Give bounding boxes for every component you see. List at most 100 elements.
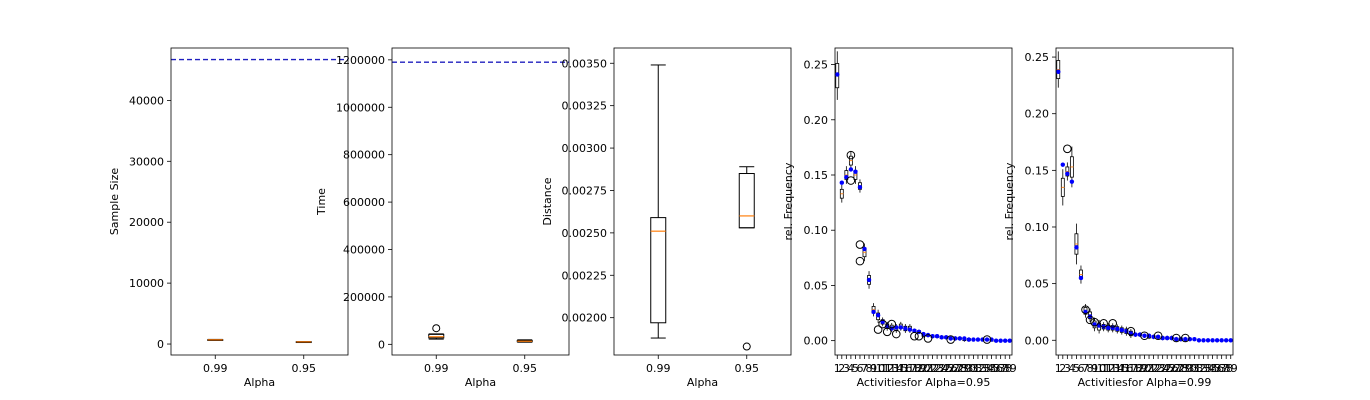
box-0.99: [650, 64, 667, 339]
mean-point: [1223, 338, 1229, 343]
x-tick-label: 0.95: [735, 362, 760, 375]
x-tick-label: 12: [880, 362, 894, 375]
flier-point: [914, 331, 924, 341]
mean-point: [866, 277, 872, 283]
box-activity-6: [857, 179, 863, 193]
x-tick-label: 7: [1082, 362, 1089, 375]
mean-point: [1214, 338, 1220, 343]
flier-point: [891, 329, 901, 339]
box-activity-5: [1074, 223, 1079, 265]
chart-panel-1: 0 10000 20000 30000 40000 0.99 0.95 Alpha Sample…: [108, 47, 349, 389]
flier-point: [855, 256, 865, 266]
box-activity-7: [862, 243, 867, 262]
y-tick-label: 800000: [343, 149, 385, 162]
x-tick-label: 24: [935, 362, 949, 375]
x-tick-label: 16: [898, 362, 912, 375]
y-tick-label: 0.05: [804, 279, 829, 292]
box-activity-10: [1096, 319, 1102, 334]
mean-point: [1002, 338, 1008, 343]
y-tick-label: 0.00350: [562, 57, 608, 70]
x-axis-title: Alpha: [244, 376, 275, 389]
flier-point: [1081, 305, 1090, 314]
x-tick-label: 21: [921, 362, 935, 375]
box-activity-31: [1192, 336, 1197, 342]
box-0.95: [295, 341, 312, 344]
y-tick-label: 0.10: [804, 224, 829, 237]
x-tick-label: 12: [1101, 362, 1115, 375]
x-tick-label: 35: [1206, 362, 1220, 375]
box-activity-15: [898, 321, 904, 331]
y-tick-label: 0.20: [1025, 108, 1050, 121]
flier-point: [1085, 315, 1095, 325]
mean-point: [1069, 179, 1075, 184]
y-tick-label: 0.15: [804, 169, 829, 182]
box-activity-1: [835, 51, 840, 100]
x-tick-label: 18: [1128, 362, 1142, 375]
x-tick-label: 0.99: [424, 362, 449, 375]
mean-point: [1196, 338, 1202, 343]
mean-point: [1060, 162, 1066, 167]
x-tick-label: 28: [953, 362, 967, 375]
x-tick-label: 0.95: [292, 362, 317, 375]
box-activity-24: [939, 335, 944, 340]
x-tick-label: 23: [930, 362, 944, 375]
mean-point: [875, 313, 881, 318]
flier-point: [1140, 331, 1149, 341]
mean-point: [1201, 338, 1206, 343]
x-tick-label: 19: [1133, 362, 1147, 375]
x-tick-label: 37: [1215, 362, 1229, 375]
y-tick-label: 0: [157, 338, 164, 351]
flier-point: [432, 324, 441, 333]
box-activity-12: [1105, 323, 1111, 333]
plot-frame: [170, 47, 349, 356]
x-tick-label: 22: [926, 362, 940, 375]
box-activity-20: [921, 331, 926, 338]
y-tick-label: 0.00: [1025, 334, 1050, 347]
y-tick-label: 0.00275: [562, 184, 608, 197]
x-tick-label: 34: [980, 362, 994, 375]
mean-point: [1205, 338, 1211, 343]
box-activity-13: [1110, 323, 1115, 333]
mean-point: [939, 335, 944, 340]
x-tick-label: 13: [1106, 362, 1120, 375]
x-tick-label: 26: [1165, 362, 1179, 375]
mean-point: [1065, 171, 1070, 176]
box-activity-6: [1078, 265, 1084, 284]
box-activity-17: [907, 324, 913, 333]
y-tick-label: 0.20: [804, 114, 829, 127]
flier-point: [873, 325, 883, 334]
x-tick-label: 25: [1160, 362, 1174, 375]
x-tick-label: 33: [1197, 362, 1211, 375]
x-tick-label: 19: [912, 362, 926, 375]
flier-point: [882, 327, 892, 337]
box-activity-39: [1007, 338, 1012, 343]
mean-point: [839, 180, 845, 185]
x-tick-label: 31: [1187, 362, 1201, 375]
y-axis-title: rel. Frequency: [1003, 162, 1016, 240]
x-tick-label: 3: [1064, 362, 1071, 375]
x-tick-label: 39: [1003, 362, 1017, 375]
box-0.95: [738, 166, 755, 351]
x-tick-label: 3: [843, 362, 850, 375]
x-tick-label: 28: [1174, 362, 1188, 375]
x-tick-label: 17: [903, 362, 917, 375]
x-tick-label: 7: [861, 362, 868, 375]
x-tick-label: 10: [871, 362, 885, 375]
x-tick-label: 18: [907, 362, 921, 375]
x-axis-title: Alpha: [687, 376, 718, 389]
box-activity-2: [1060, 162, 1066, 206]
y-tick-label: 0.00250: [562, 227, 608, 240]
flier-point: [910, 331, 919, 341]
mean-point: [1183, 336, 1188, 342]
x-tick-label: 30: [962, 362, 976, 375]
mean-point: [1105, 325, 1111, 331]
x-tick-label: 9: [870, 362, 877, 375]
box-activity-23: [1155, 334, 1161, 340]
flier-point: [846, 150, 856, 160]
flier-point: [1153, 331, 1163, 341]
box-activity-3: [844, 166, 849, 184]
box-activity-15: [1119, 325, 1125, 335]
x-tick-label: 35: [985, 362, 999, 375]
box-activity-17: [1128, 328, 1134, 339]
box-activity-5: [853, 166, 858, 184]
